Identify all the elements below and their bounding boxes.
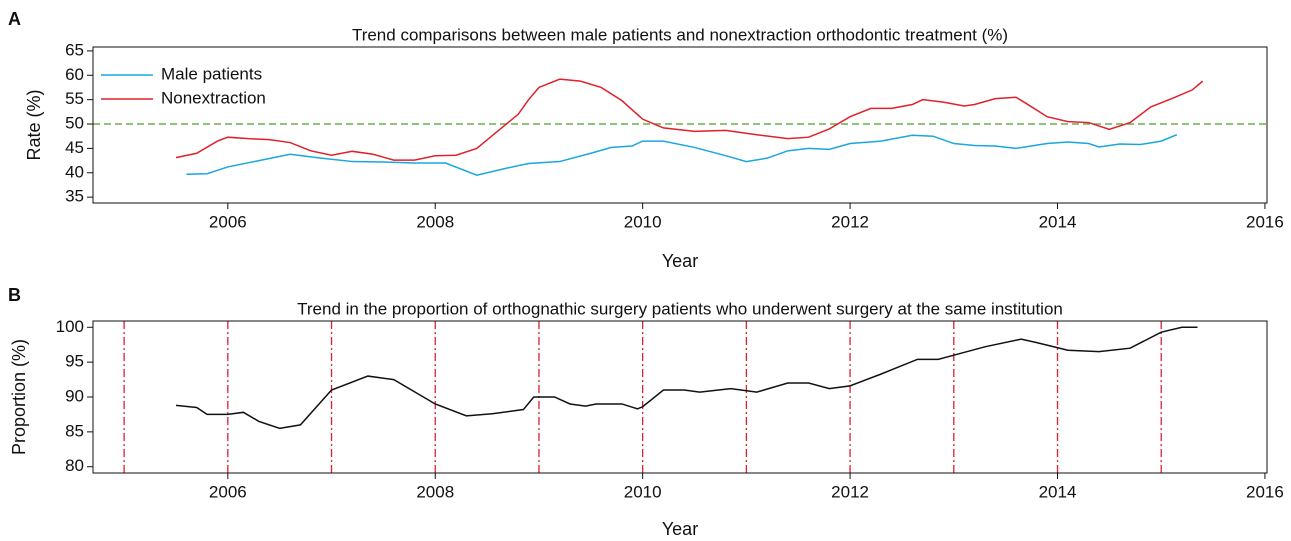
y-tick-label: 40 [65,162,84,181]
y-tick-label: 85 [65,421,84,440]
y-axis-title: Rate (%) [24,89,44,160]
y-tick-label: 95 [65,352,84,371]
y-tick-label: 50 [65,114,84,133]
legend-label: Male patients [161,64,262,83]
panel-label: A [8,9,21,29]
x-tick-label: 2006 [209,212,247,231]
x-tick-label: 2010 [624,212,662,231]
x-axis-title: Year [662,251,698,271]
x-tick-label: 2016 [1246,212,1284,231]
line-series [175,326,1198,430]
y-tick-label: 60 [65,65,84,84]
x-tick-label: 2014 [1039,212,1077,231]
plot-frame [92,320,1268,474]
chart-title: Trend comparisons between male patients … [352,25,1008,44]
y-axis-title: Proportion (%) [9,339,29,455]
x-axis-title: Year [662,519,698,539]
chart-title: Trend in the proportion of orthognathic … [297,299,1063,318]
y-tick-label: 55 [65,89,84,108]
x-tick-label: 2010 [624,482,662,501]
y-tick-label: 35 [65,187,84,206]
x-tick-label: 2008 [416,482,454,501]
line-series [175,78,1204,161]
plot-frame [92,46,1268,204]
y-tick-label: 90 [65,386,84,405]
y-tick-label: 45 [65,138,84,157]
x-tick-label: 2016 [1246,482,1284,501]
x-tick-label: 2014 [1039,482,1077,501]
panel-label: B [8,285,21,305]
x-tick-label: 2008 [416,212,454,231]
y-tick-label: 80 [65,456,84,475]
panel: A Trend comparisons between male patients… [8,9,1284,271]
line-series [186,134,1178,176]
x-tick-label: 2012 [831,212,869,231]
x-tick-label: 2006 [209,482,247,501]
x-tick-label: 2012 [831,482,869,501]
legend-label: Nonextraction [161,88,266,107]
y-tick-label: 100 [56,317,84,336]
y-tick-label: 65 [65,40,84,59]
panel: B Trend in the proportion of orthognathic… [8,285,1284,539]
